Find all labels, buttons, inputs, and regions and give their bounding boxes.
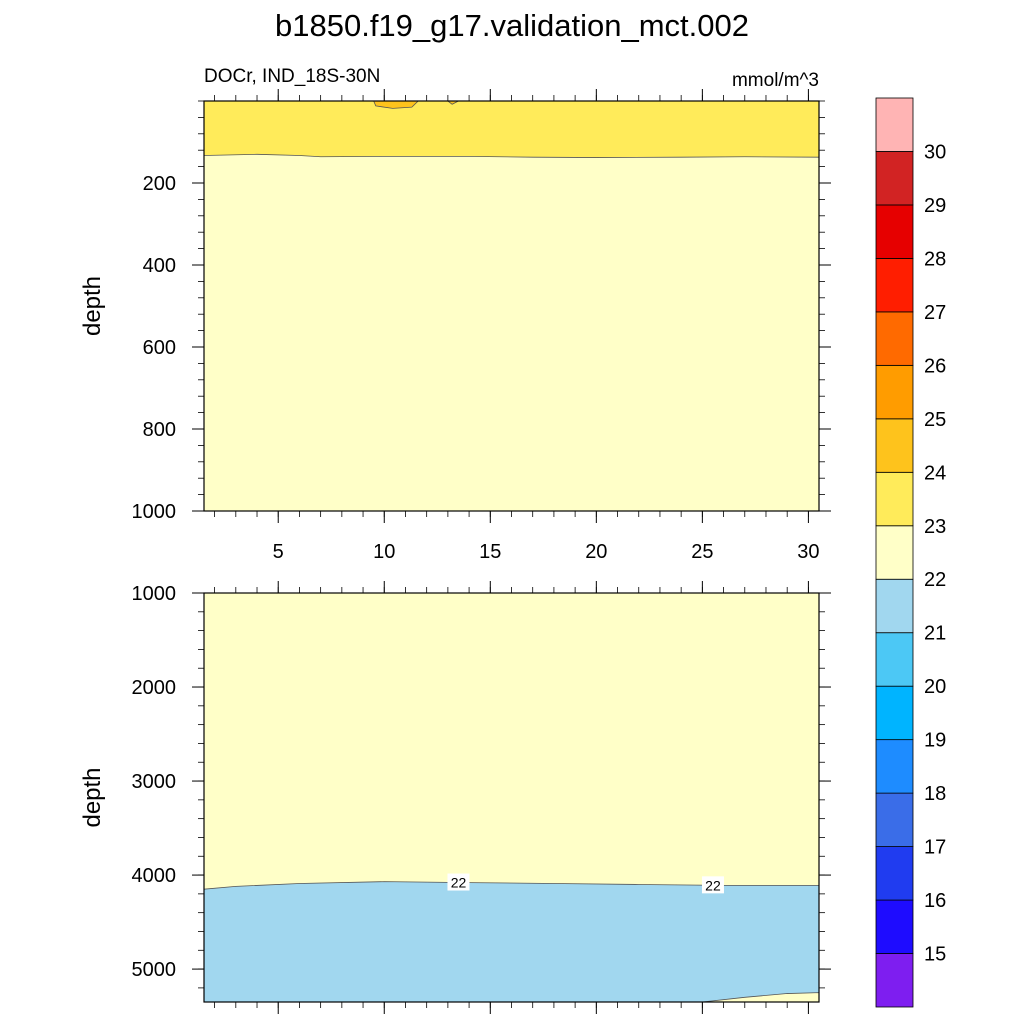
colorbar-swatch — [875, 953, 914, 1008]
y-tick-label: 200 — [143, 173, 176, 195]
y-tick-label: 1000 — [132, 583, 177, 605]
y-tick-label: 400 — [143, 255, 176, 277]
colorbar-label: 30 — [924, 141, 946, 163]
contour-region-24-25 — [447, 101, 459, 105]
contour-label-bg — [701, 876, 724, 894]
y-tick-label: 2000 — [132, 677, 177, 699]
colorbar-swatch — [875, 899, 914, 954]
contour-label-bg — [447, 873, 470, 891]
colorbar-swatch — [875, 632, 914, 687]
colorbar-swatch — [875, 792, 914, 847]
y-tick-label: 600 — [143, 337, 176, 359]
y-axis-label: depth — [79, 767, 106, 827]
colorbar-swatch — [875, 846, 914, 901]
colorbar-swatch — [875, 578, 914, 634]
x-tick-label: 10 — [373, 541, 395, 563]
y-tick-label: 3000 — [132, 771, 177, 793]
colorbar-label: 22 — [924, 569, 946, 591]
colorbar-label: 15 — [924, 944, 946, 966]
colorbar-swatch — [875, 97, 914, 152]
colorbar-swatch — [875, 685, 914, 741]
contour-region-24-25 — [373, 101, 419, 109]
contour-region-23-24 — [204, 101, 819, 158]
colorbar-label: 23 — [924, 516, 946, 538]
colorbar-label: 21 — [924, 623, 946, 645]
colorbar-swatch — [875, 418, 914, 473]
contour-region-22-23 — [204, 101, 819, 511]
colorbar-label: 28 — [924, 248, 946, 270]
colorbar-label: 24 — [924, 462, 946, 484]
x-tick-label: 20 — [585, 541, 607, 563]
colorbar-swatch — [875, 525, 914, 580]
colorbar-swatch — [875, 258, 914, 313]
colorbar-label: 20 — [924, 676, 946, 698]
y-tick-label: 4000 — [132, 865, 177, 887]
colorbar: 15 16 17 18 19 20 21 22 23 24 25 26 27 28 29 30 — [875, 97, 946, 1008]
contour-region-22-23 — [702, 992, 819, 1002]
units-label: mmol/m^3 — [732, 70, 819, 91]
colorbar-label: 18 — [924, 783, 946, 805]
colorbar-swatch — [875, 311, 914, 366]
contour-label: 22 — [451, 875, 467, 891]
colorbar-label: 25 — [924, 409, 946, 431]
x-tick-label: 25 — [691, 541, 713, 563]
contour-label: 22 — [705, 877, 721, 893]
colorbar-label: 29 — [924, 195, 946, 217]
y-tick-label: 1000 — [132, 501, 177, 523]
colorbar-swatch — [875, 151, 914, 206]
page-title: b1850.f19_g17.validation_mct.002 — [275, 8, 749, 43]
y-tick-label: 5000 — [132, 959, 177, 981]
colorbar-swatch — [875, 471, 914, 527]
lower-depth-panel: 1000 2000 3000 4000 5000 depth 22 22 — [79, 581, 831, 1014]
contour-region-21-22 — [204, 881, 819, 1002]
y-axis-label: depth — [79, 276, 106, 336]
colorbar-label: 26 — [924, 355, 946, 377]
variable-label: DOCr, IND_18S-30N — [204, 66, 380, 87]
colorbar-swatch — [875, 739, 914, 794]
colorbar-label: 27 — [924, 302, 946, 324]
x-tick-label: 30 — [797, 541, 819, 563]
x-tick-label: 5 — [273, 541, 284, 563]
y-tick-label: 800 — [143, 419, 176, 441]
x-tick-label: 15 — [479, 541, 501, 563]
colorbar-swatch — [875, 364, 914, 420]
colorbar-label: 16 — [924, 890, 946, 912]
upper-depth-panel: 200 400 600 800 1000 5 10 15 20 25 30 depth — [79, 89, 831, 563]
colorbar-label: 17 — [924, 837, 946, 859]
colorbar-swatch — [875, 204, 914, 259]
colorbar-label: 19 — [924, 730, 946, 752]
